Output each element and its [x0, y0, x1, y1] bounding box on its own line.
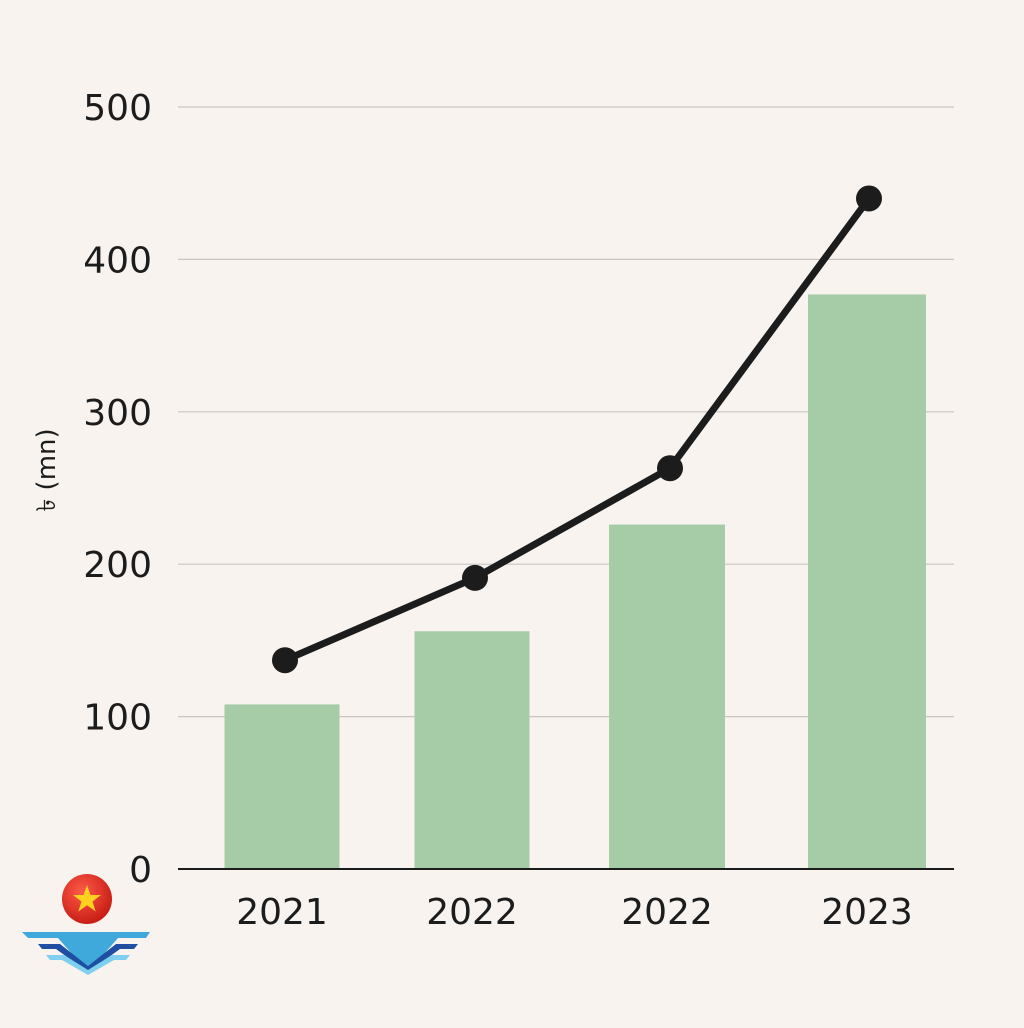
y-tick-label: 300 — [83, 393, 152, 434]
x-tick-label: 2021 — [236, 892, 328, 933]
x-tick-label: 2022 — [621, 892, 713, 933]
star-icon — [73, 885, 101, 912]
y-axis-ticks: 0 100 200 300 400 500 — [83, 88, 152, 891]
line-point — [272, 647, 298, 674]
y-tick-label: 200 — [83, 545, 152, 586]
bar — [609, 524, 725, 869]
y-tick-label: 100 — [83, 698, 152, 739]
line-point — [856, 185, 882, 212]
line-point — [657, 455, 683, 482]
x-axis-ticks: 2021 2022 2022 2023 — [236, 892, 913, 933]
vietnam-flag-wing-logo-icon — [22, 874, 150, 975]
y-tick-label: 400 — [83, 240, 152, 281]
bar — [414, 631, 530, 869]
x-tick-label: 2023 — [821, 892, 913, 933]
y-tick-label: 0 — [129, 850, 152, 891]
line-path — [281, 194, 873, 664]
line-point — [462, 564, 488, 591]
line-series — [272, 185, 882, 674]
y-tick-label: 500 — [83, 88, 152, 129]
wing-chevrons — [22, 932, 150, 975]
y-axis-label: ৳ (mn) — [32, 428, 62, 511]
bar-series — [224, 294, 926, 869]
bar — [808, 294, 926, 869]
bar — [224, 704, 340, 869]
x-tick-label: 2022 — [426, 892, 518, 933]
